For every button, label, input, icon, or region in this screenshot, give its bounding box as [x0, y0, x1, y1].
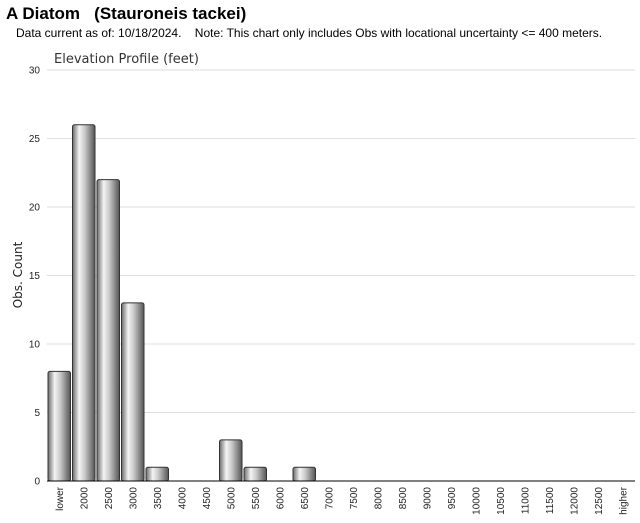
- y-tick-labels: 0 5 10 15 20 25 30: [29, 66, 41, 488]
- x-tick-label: 2000: [79, 487, 90, 510]
- x-tick-label: 12000: [569, 487, 580, 515]
- x-tick-label: 6500: [300, 487, 311, 510]
- y-tick-label: 25: [29, 134, 41, 145]
- x-tick-label: 7000: [324, 487, 335, 510]
- data-note: Data current as of: 10/18/2024. Note: Th…: [16, 26, 603, 40]
- y-tick-label: 30: [29, 66, 41, 77]
- x-tick-label: 3500: [153, 487, 164, 510]
- chart-title: Elevation Profile (feet): [54, 52, 199, 67]
- page-title: A Diatom (Stauroneis tackei): [6, 4, 247, 23]
- x-tick-label: lower: [55, 486, 66, 511]
- x-tick-label: 5500: [251, 487, 262, 510]
- x-tick-label: 2500: [104, 487, 115, 510]
- y-tick-label: 5: [34, 408, 40, 419]
- y-tick-label: 20: [29, 203, 41, 214]
- bar-3500: [145, 466, 169, 482]
- y-axis-label: Obs. Count: [11, 241, 25, 308]
- x-tick-label: 9000: [422, 487, 433, 510]
- y-tick-label: 0: [34, 477, 40, 488]
- bar-5000: [219, 439, 243, 482]
- x-tick-label: 12500: [594, 487, 605, 515]
- bar-2000: [72, 124, 96, 482]
- y-tick-label: 10: [29, 340, 41, 351]
- grid-lines: [47, 69, 635, 413]
- x-tick-label: 9500: [447, 487, 458, 510]
- x-tick-label: 11000: [520, 487, 531, 515]
- x-tick-labels: lower 2000 2500 3000 3500 4000 4500 5000 5500 600…: [55, 486, 630, 514]
- bar-5500: [243, 466, 267, 482]
- x-tick-label: 4000: [177, 487, 188, 510]
- x-tick-label: 5000: [226, 487, 237, 510]
- x-tick-label: 10500: [496, 487, 507, 515]
- x-tick-label: 7500: [349, 487, 360, 510]
- x-tick-label: 8500: [398, 487, 409, 510]
- bar-6500: [292, 466, 316, 482]
- x-tick-label: higher: [618, 486, 629, 514]
- x-tick-label: 8000: [373, 487, 384, 510]
- bar-3000: [121, 302, 145, 482]
- x-tick-label: 11500: [545, 487, 556, 515]
- bar-lower: [47, 370, 71, 482]
- bars: [47, 124, 316, 482]
- x-tick-label: 3000: [128, 487, 139, 510]
- y-tick-label: 15: [29, 271, 41, 282]
- x-tick-label: 4500: [202, 487, 213, 510]
- bar-2500: [96, 179, 120, 482]
- x-tick-label: 6000: [275, 487, 286, 510]
- x-tick-label: 10000: [471, 487, 482, 515]
